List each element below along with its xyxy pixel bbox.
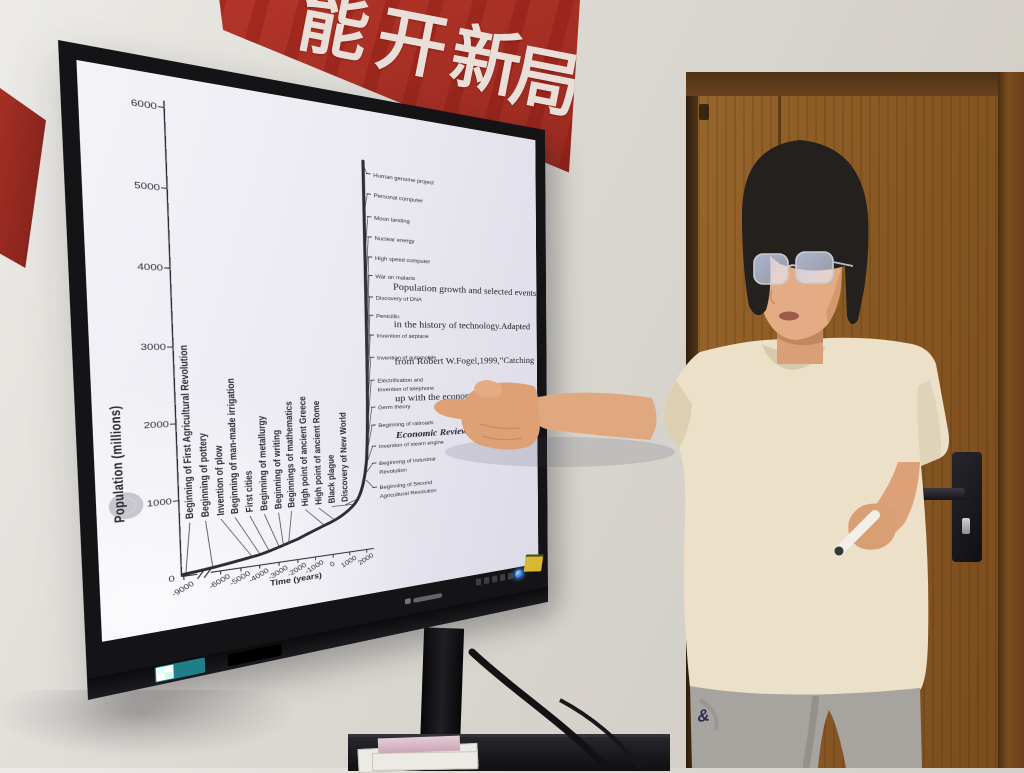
pointing-index-finger [434, 399, 479, 420]
marker-tip [835, 547, 844, 556]
glasses-lens-right [796, 252, 833, 283]
mouth [779, 312, 799, 321]
glasses-lens-left [754, 254, 788, 284]
pointing-forearm [531, 393, 656, 440]
pants-ampersand-logo: & [696, 705, 711, 726]
